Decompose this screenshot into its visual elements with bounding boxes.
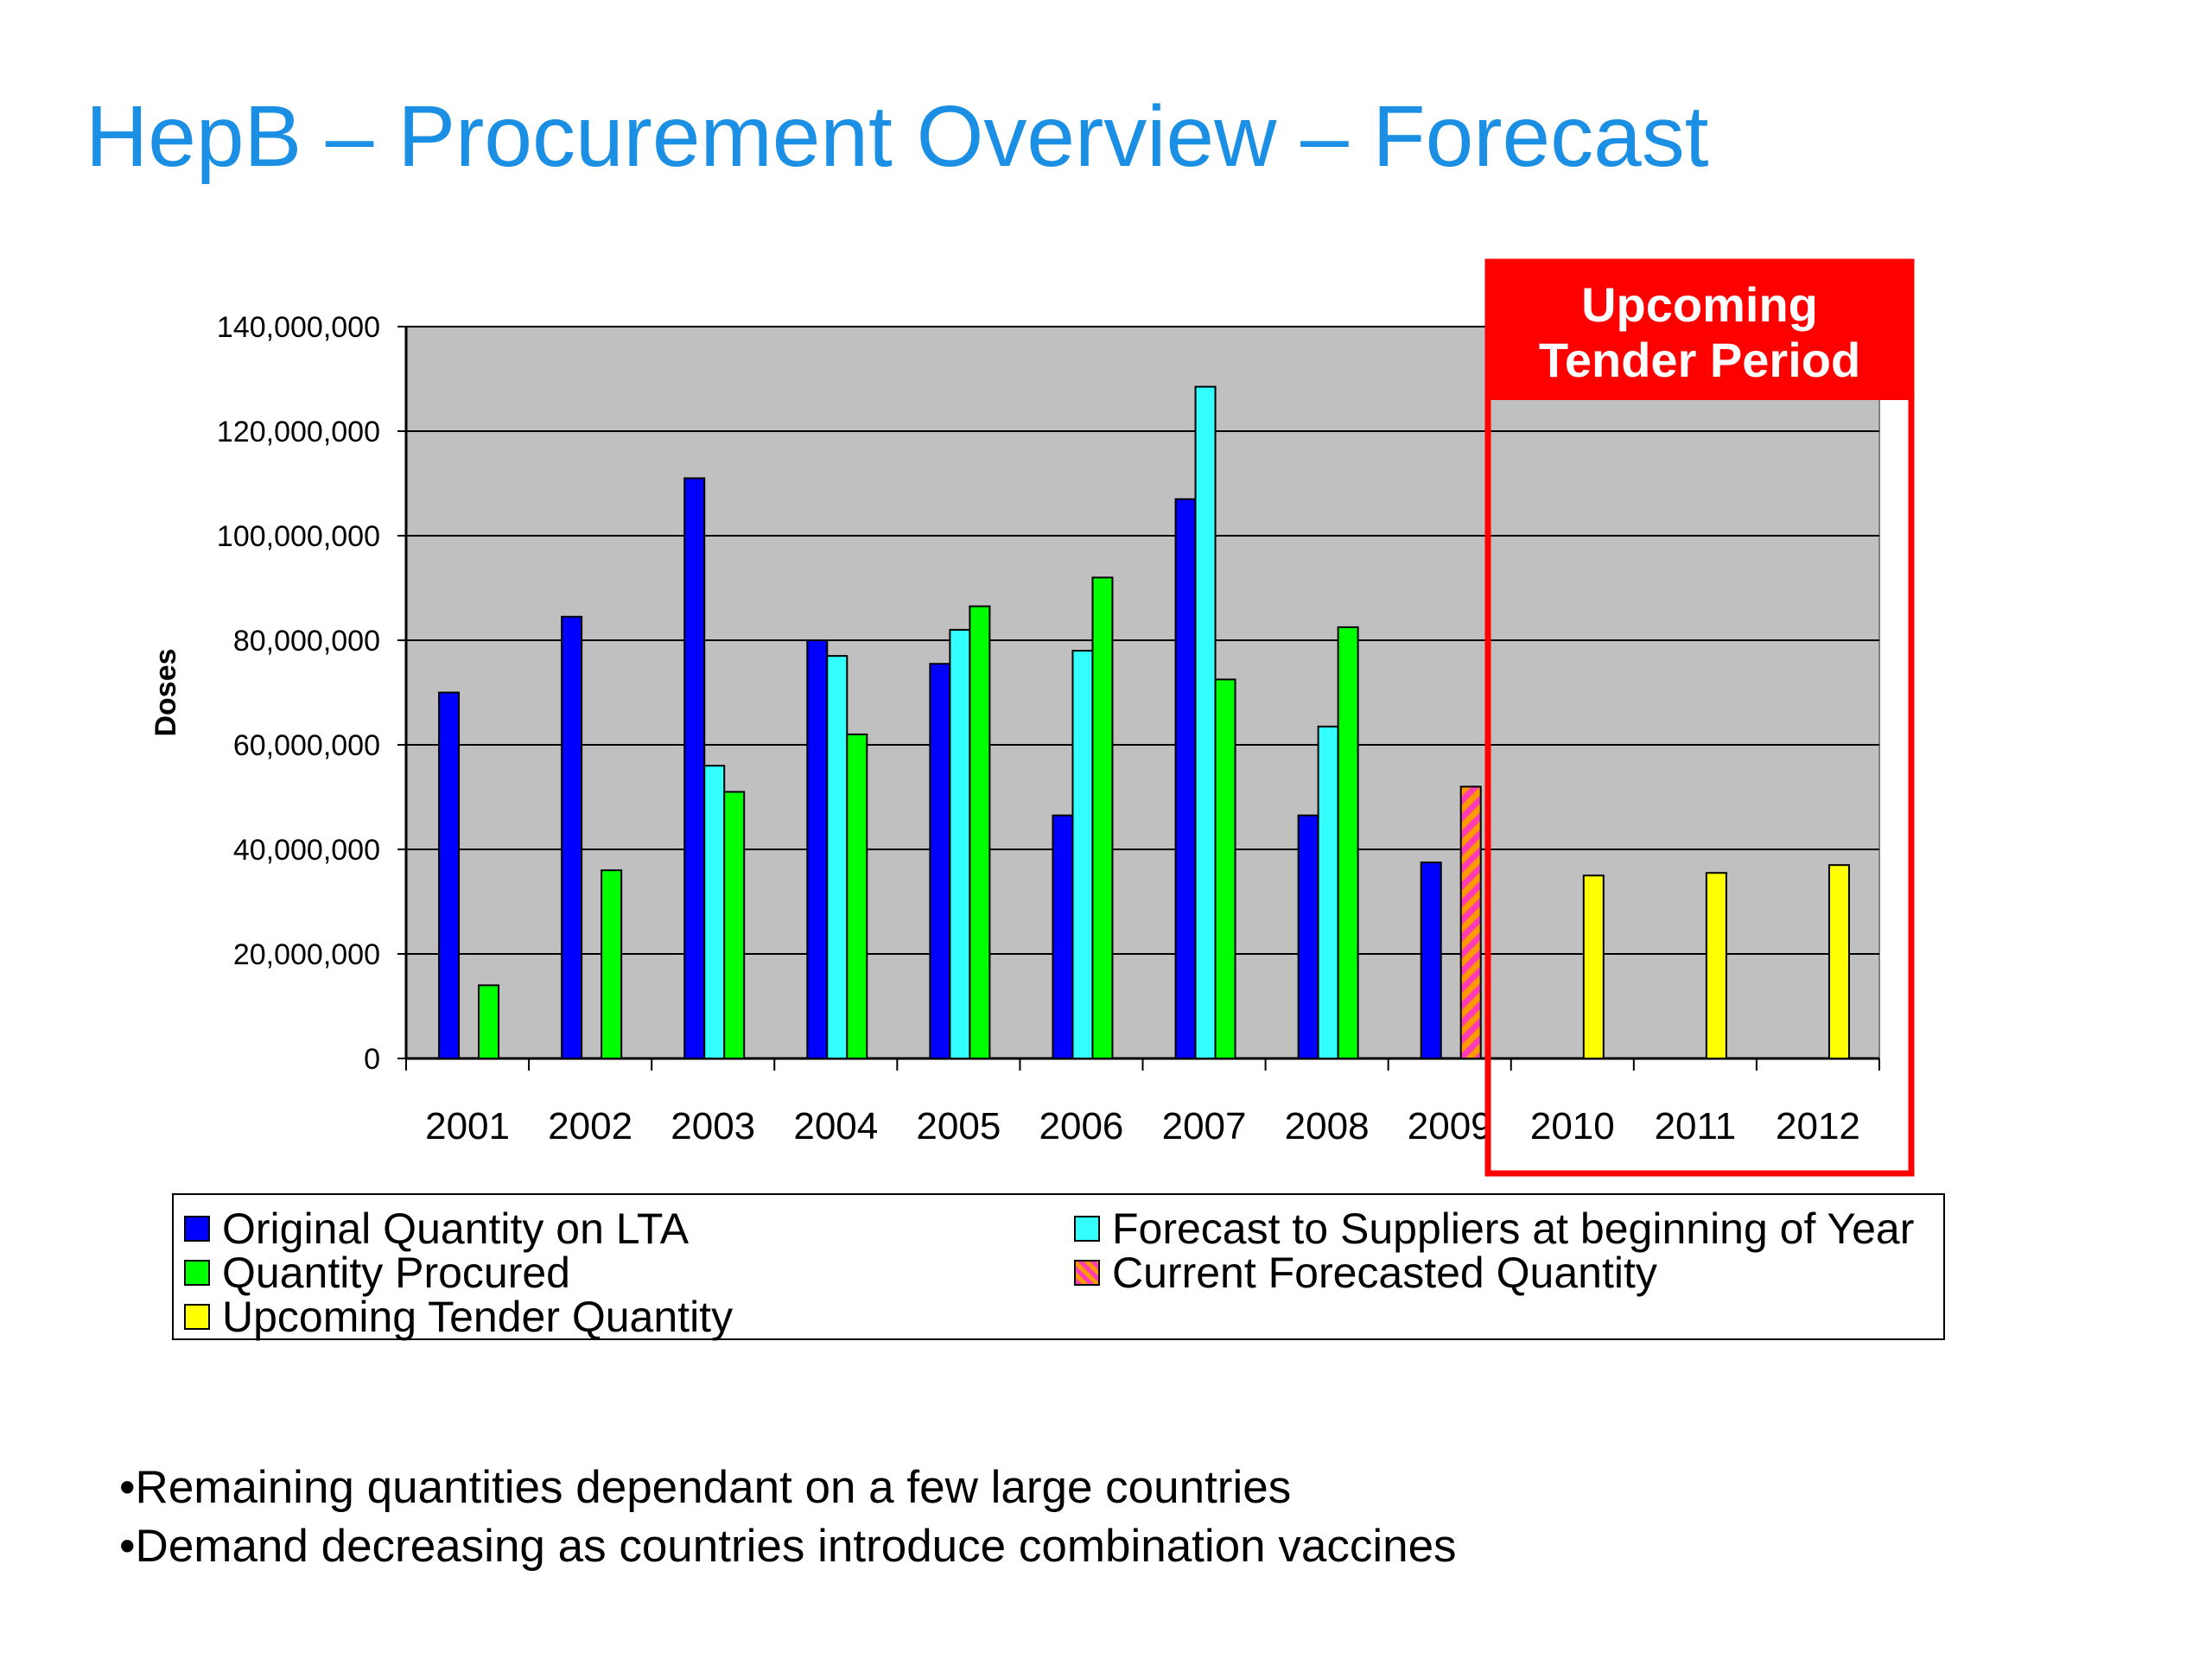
bar-current-forecast [1459, 785, 1482, 1060]
legend-item-current-forecast: Current Forecasted Quantity [1074, 1251, 1657, 1294]
y-tick-label: 20,000,000 [233, 938, 380, 971]
legend-label: Original Quantity on LTA [222, 1205, 690, 1253]
legend-item-quantity-procured: Quantity Procured [184, 1251, 570, 1294]
bar-forecast-suppliers [1194, 385, 1217, 1059]
bullet-item: •Demand decreasing as countries introduc… [119, 1521, 1457, 1572]
x-tick-label: 2010 [1530, 1105, 1615, 1147]
bar-original-quantity [929, 663, 951, 1059]
bar-original-quantity [1297, 814, 1319, 1059]
legend-swatch-cyan [1074, 1216, 1100, 1242]
bar-upcoming-tender [1827, 864, 1850, 1060]
legend-label: Forecast to Suppliers at beginning of Ye… [1112, 1205, 1915, 1253]
x-tick-label: 2005 [916, 1105, 1001, 1147]
bar-forecast-suppliers [826, 655, 849, 1060]
callout-line-2: Tender Period [1539, 333, 1860, 387]
x-tick-label: 2007 [1162, 1105, 1247, 1147]
x-tick-label: 2002 [548, 1105, 632, 1147]
x-tick-label: 2001 [425, 1105, 510, 1147]
y-tick-label: 100,000,000 [217, 520, 380, 553]
bar-quantity-procured [969, 605, 991, 1059]
bar-quantity-procured [723, 791, 746, 1059]
bar-upcoming-tender [1705, 872, 1727, 1059]
bar-quantity-procured [601, 869, 623, 1060]
bar-forecast-suppliers [949, 628, 971, 1060]
bar-quantity-procured [846, 733, 868, 1060]
slide-title: HepB – Procurement Overview – Forecast [86, 88, 1709, 185]
callout-header [1488, 262, 1911, 400]
legend-swatch-yellow [184, 1304, 210, 1330]
bullet-item: •Remaining quantities dependant on a few… [119, 1462, 1292, 1513]
x-tick-label: 2012 [1776, 1105, 1860, 1147]
bullet-list: •Remaining quantities dependant on a few… [119, 1459, 1457, 1576]
bar-quantity-procured [478, 984, 500, 1060]
bar-quantity-procured [1091, 576, 1114, 1059]
legend-item-forecast-suppliers: Forecast to Suppliers at beginning of Ye… [1074, 1207, 1914, 1250]
bar-original-quantity [438, 691, 461, 1059]
legend-item-original-quantity: Original Quantity on LTA [184, 1207, 689, 1250]
bar-forecast-suppliers [1317, 725, 1339, 1059]
legend-label: Current Forecasted Quantity [1112, 1249, 1657, 1297]
callout-line-1: Upcoming [1581, 277, 1818, 332]
bar-quantity-procured [1214, 678, 1236, 1059]
legend-swatch-hatched [1074, 1260, 1100, 1286]
y-tick-label: 40,000,000 [233, 834, 380, 867]
bar-original-quantity [1052, 814, 1074, 1059]
legend-swatch-green [184, 1260, 210, 1286]
plot-area [405, 326, 1880, 1059]
y-tick-label: 140,000,000 [217, 311, 380, 344]
bar-original-quantity [1174, 498, 1197, 1059]
x-tick-label: 2009 [1408, 1105, 1492, 1147]
y-tick-label: 0 [364, 1043, 380, 1076]
y-tick-label: 120,000,000 [217, 416, 380, 448]
bar-forecast-suppliers [703, 765, 726, 1059]
bar-original-quantity [683, 477, 706, 1059]
bar-original-quantity [561, 615, 583, 1060]
x-tick-label: 2006 [1039, 1105, 1124, 1147]
x-tick-label: 2004 [793, 1105, 878, 1147]
chart-legend: Original Quantity on LTA Forecast to Sup… [172, 1193, 1945, 1340]
bar-original-quantity [806, 639, 829, 1059]
legend-swatch-blue [184, 1216, 210, 1242]
x-tick-label: 2008 [1285, 1105, 1370, 1147]
bar-forecast-suppliers [1071, 650, 1094, 1059]
bar-quantity-procured [1337, 626, 1359, 1059]
y-tick-label: 60,000,000 [233, 729, 380, 762]
bar-upcoming-tender [1582, 874, 1605, 1059]
legend-label: Quantity Procured [222, 1249, 570, 1297]
upcoming-tender-callout: Upcoming Tender Period [1484, 258, 1915, 1177]
bar-original-quantity [1420, 861, 1442, 1059]
y-axis-title: Doses [149, 648, 182, 736]
legend-item-upcoming-tender: Upcoming Tender Quantity [184, 1295, 733, 1338]
x-tick-label: 2003 [671, 1105, 755, 1147]
y-tick-label: 80,000,000 [233, 625, 380, 658]
legend-label: Upcoming Tender Quantity [222, 1293, 734, 1341]
x-tick-label: 2011 [1655, 1105, 1737, 1147]
